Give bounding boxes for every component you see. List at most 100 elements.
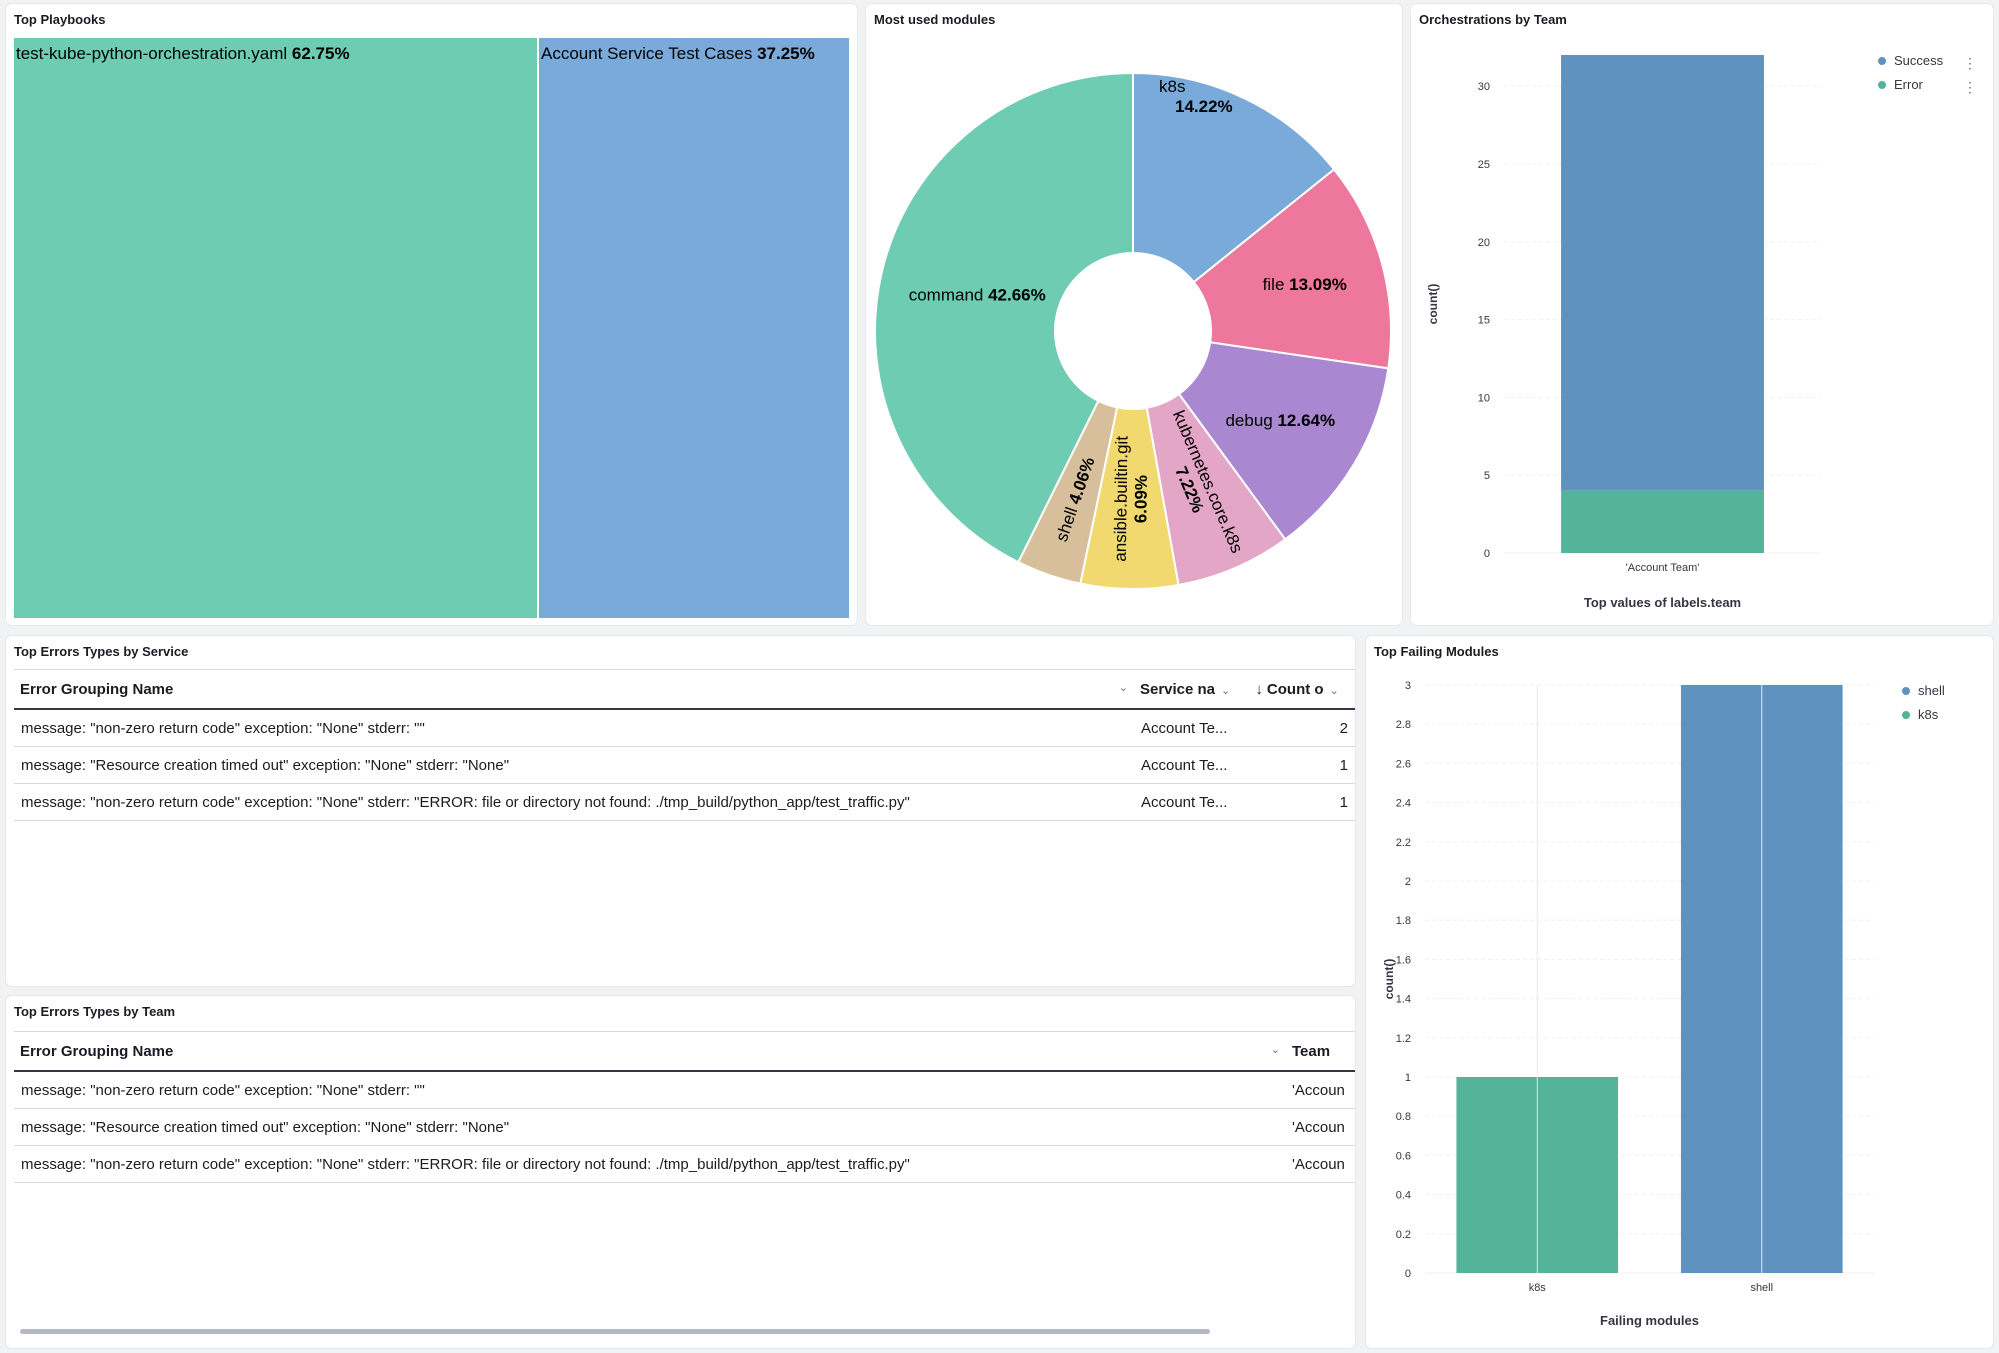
y-tick-label: 0.2	[1396, 1229, 1411, 1241]
table-row[interactable]: message: "non-zero return code" exceptio…	[14, 709, 1355, 747]
x-tick-label: 'Account Team'	[1626, 562, 1700, 574]
panel-top-playbooks: Top Playbooks test-kube-python-orchestra…	[6, 4, 857, 625]
pie-slice-file	[1192, 167, 1392, 370]
cell-service: Account Te...	[1133, 709, 1250, 747]
y-tick-label: 20	[1478, 237, 1490, 249]
pie-label-value: 14.22%	[1175, 97, 1233, 116]
column-header-count[interactable]: ↓ Count o ⌄	[1249, 669, 1355, 710]
pie-label-command: command 42.66%	[909, 285, 1046, 304]
y-tick-label: 1.2	[1396, 1033, 1411, 1045]
y-tick-label: 2.6	[1396, 758, 1411, 770]
cell-service: Account Te...	[1133, 783, 1250, 821]
panel-title: Top Failing Modules	[1374, 644, 1499, 659]
y-tick-label: 2.8	[1396, 719, 1411, 731]
legend-dot-error	[1878, 81, 1886, 89]
y-tick-label: 10	[1478, 392, 1490, 404]
y-tick-label: 2.4	[1396, 798, 1411, 810]
legend-label-success: Success	[1894, 53, 1944, 68]
treemap-value: 62.75%	[291, 44, 350, 63]
cell-error-name: message: "non-zero return code" exceptio…	[14, 709, 1134, 747]
panel-title: Top Errors Types by Team	[14, 1004, 176, 1019]
y-tick-label: 5	[1484, 470, 1490, 482]
panel-title: Top Errors Types by Service	[14, 644, 189, 659]
y-axis-title: count()	[1426, 284, 1440, 325]
y-tick-label: 1	[1405, 1072, 1411, 1084]
pie-slice-debug	[1177, 341, 1390, 541]
table-row[interactable]: message: "non-zero return code" exceptio…	[14, 783, 1355, 821]
panel-title: Top Playbooks	[14, 12, 106, 27]
pie-slice-k8s	[1132, 71, 1336, 284]
column-header-error-grouping[interactable]: Error Grouping Name ⌄	[14, 1031, 1286, 1072]
y-tick-label: 30	[1478, 81, 1490, 93]
column-header-service[interactable]: Service na ⌄	[1133, 669, 1250, 710]
x-axis-title: Top values of labels.team	[1584, 595, 1741, 610]
pie-label-text: debug 12.64%	[1225, 411, 1335, 430]
cell-error-name: message: "non-zero return code" exceptio…	[14, 1071, 1286, 1109]
chevron-down-icon[interactable]: ⌄	[1118, 681, 1128, 694]
column-header-team[interactable]: Team	[1286, 1031, 1355, 1072]
legend-dot-k8s	[1902, 711, 1910, 719]
y-tick-label: 2.2	[1396, 837, 1411, 849]
cell-error-name: message: "non-zero return code" exceptio…	[14, 1145, 1286, 1183]
cell-team: 'Accoun	[1286, 1145, 1355, 1183]
legend-label-error: Error	[1894, 77, 1924, 92]
panel-errors-by-team: Top Errors Types by Team Error Grouping …	[6, 996, 1355, 1348]
y-tick-label: 25	[1478, 159, 1490, 171]
cell-error-name: message: "Resource creation timed out" e…	[14, 746, 1134, 784]
pie-label-ansible-builtin-git: ansible.builtin.git 6.09%	[1111, 436, 1151, 562]
treemap-value: 37.25%	[757, 44, 815, 63]
pie-label-text: command 42.66%	[909, 285, 1046, 304]
cell-team: 'Accoun	[1286, 1071, 1355, 1109]
panel-most-used-modules: Most used modules k8s 14.22% file 13.09% de…	[866, 4, 1402, 625]
y-tick-label: 0.6	[1396, 1150, 1411, 1162]
treemap-label: test-kube-python-orchestration.yaml	[16, 44, 288, 63]
errors-by-team-table: Error Grouping Name ⌄ Team message: "non-…	[14, 1031, 1355, 1183]
legend-menu-icon[interactable]: ⋮	[1963, 79, 1977, 95]
panel-top-failing-modules: Top Failing Modules 0 0.2 0.4 0.6 0.8 1 1.2 1.4…	[1366, 636, 1993, 1348]
column-header-error-grouping[interactable]: Error Grouping Name ⌄	[14, 669, 1134, 710]
y-tick-label: 1.6	[1396, 954, 1411, 966]
pie-label-debug: debug 12.64%	[1225, 411, 1335, 430]
y-tick-label: 3	[1405, 680, 1411, 692]
panel-title: Most used modules	[874, 12, 996, 27]
failing-modules-bar-chart: 0 0.2 0.4 0.6 0.8 1 1.2 1.4 1.6 1.8 2 2.2 2.4 2.6 2.8 3…	[1382, 680, 1993, 1328]
panel-title: Orchestrations by Team	[1419, 12, 1567, 27]
cell-count: 2	[1249, 709, 1355, 747]
legend-menu-icon[interactable]: ⋮	[1987, 709, 1993, 725]
legend-menu-icon[interactable]: ⋮	[1963, 55, 1977, 71]
pie-label-name: ansible.builtin.git	[1111, 436, 1132, 562]
table-row[interactable]: message: "Resource creation timed out" e…	[14, 1108, 1355, 1146]
cell-service: Account Te...	[1133, 746, 1250, 784]
y-tick-label: 1.4	[1396, 994, 1411, 1006]
chevron-down-icon[interactable]: ⌄	[1221, 684, 1231, 697]
y-tick-label: 0.4	[1396, 1190, 1411, 1202]
sort-desc-icon[interactable]: ↓	[1255, 680, 1263, 698]
orchestrations-bar-chart: 0 5 10 15 20 25 30 'Account Team' Top values of …	[1426, 53, 1977, 610]
cell-count: 1	[1249, 746, 1355, 784]
legend-label-k8s: k8s	[1918, 707, 1939, 722]
bar-success-accountteam	[1561, 55, 1764, 491]
cell-team: 'Accoun	[1286, 1108, 1355, 1146]
y-tick-label: 0.8	[1396, 1111, 1411, 1123]
cell-count: 1	[1249, 783, 1355, 821]
legend-dot-success	[1878, 57, 1886, 65]
treemap-cell-playbook-1[interactable]: test-kube-python-orchestration.yaml 62.7…	[14, 38, 537, 618]
x-tick-label: shell	[1750, 1282, 1773, 1294]
chevron-down-icon[interactable]: ⌄	[1270, 1043, 1280, 1056]
panel-errors-by-service: Top Errors Types by Service Error Groupi…	[6, 636, 1355, 986]
x-tick-label: k8s	[1529, 1282, 1547, 1294]
legend-menu-icon[interactable]: ⋮	[1987, 685, 1993, 701]
horizontal-scrollbar[interactable]	[20, 1329, 1210, 1334]
table-row[interactable]: message: "non-zero return code" exceptio…	[14, 1145, 1355, 1183]
table-row[interactable]: message: "Resource creation timed out" e…	[14, 746, 1355, 784]
table-header-row: Error Grouping Name ⌄ Service na ⌄ ↓ Count …	[14, 669, 1355, 710]
treemap-cell-playbook-2[interactable]: Account Service Test Cases 37.25%	[539, 38, 849, 618]
errors-by-service-table: Error Grouping Name ⌄ Service na ⌄ ↓ Count …	[14, 669, 1355, 821]
table-header-row: Error Grouping Name ⌄ Team	[14, 1031, 1355, 1072]
treemap-label: Account Service Test Cases	[541, 44, 753, 63]
chevron-down-icon[interactable]: ⌄	[1329, 684, 1339, 697]
pie-label-value: 6.09%	[1131, 475, 1151, 523]
legend-label-shell: shell	[1918, 683, 1945, 698]
table-row[interactable]: message: "non-zero return code" exceptio…	[14, 1071, 1355, 1109]
